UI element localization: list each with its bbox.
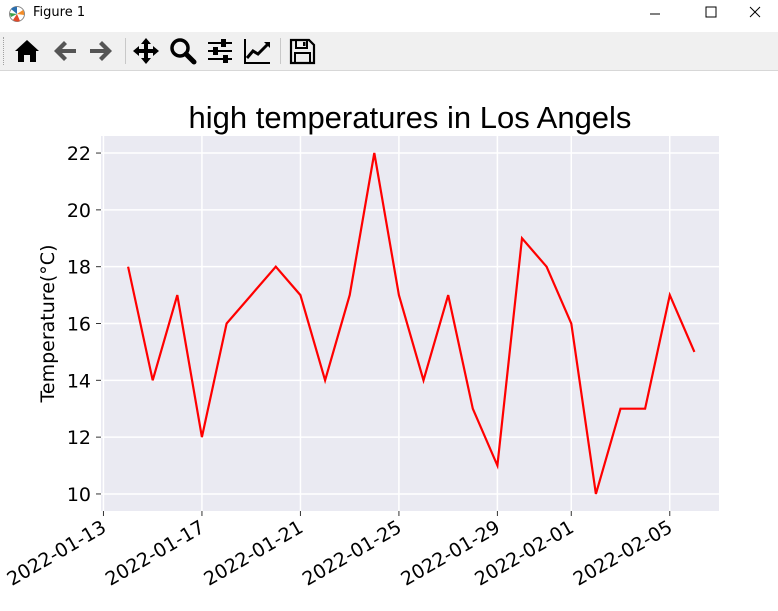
y-tick-label: 12 (67, 427, 91, 449)
close-icon (749, 6, 761, 18)
y-tick-label: 16 (67, 314, 91, 336)
y-axis-label: Temperature(°C) (37, 245, 59, 404)
x-tick-label: 2022-02-05 (570, 516, 677, 590)
chart-title: high temperatures in Los Angels (189, 100, 632, 135)
minimize-icon (650, 13, 660, 15)
x-tick-label: 2022-01-17 (102, 516, 209, 590)
zoom-button[interactable] (168, 36, 198, 66)
pan-button[interactable] (131, 36, 161, 66)
y-tick-label: 18 (67, 257, 91, 279)
save-button[interactable] (287, 36, 317, 66)
toolbar-separator (280, 38, 281, 64)
y-axis-ticks: 10 12 14 16 18 20 22 (67, 143, 101, 506)
y-tick-label: 14 (67, 370, 91, 392)
y-tick-label: 20 (67, 200, 91, 222)
configure-subplots-button[interactable] (205, 36, 235, 66)
x-tick-label: 2022-01-13 (3, 516, 110, 590)
save-disk-icon (289, 38, 316, 65)
series-line (127, 152, 696, 495)
y-tick-label: 22 (67, 143, 91, 165)
forward-button[interactable] (86, 36, 116, 66)
close-button[interactable] (732, 0, 778, 28)
home-icon (15, 40, 39, 62)
matplotlib-app-icon (9, 6, 25, 22)
y-tick-label: 10 (67, 484, 91, 506)
toolbar-separator (125, 38, 126, 64)
home-button[interactable] (12, 36, 42, 66)
minimize-button[interactable] (632, 0, 678, 28)
pan-move-icon (133, 38, 159, 64)
x-tick-label: 2022-01-25 (299, 516, 406, 590)
forward-arrow-icon (90, 41, 112, 61)
back-button[interactable] (50, 36, 80, 66)
x-tick-label: 2022-01-21 (200, 516, 307, 590)
maximize-icon (705, 6, 717, 18)
configure-subplots-icon (208, 39, 232, 63)
x-axis-ticks: 2022-01-132022-01-172022-01-212022-01-25… (3, 511, 676, 591)
navigation-toolbar (0, 32, 778, 71)
edit-axis-button[interactable] (242, 36, 272, 66)
toolbar-grip (3, 37, 7, 65)
window-title: Figure 1 (33, 5, 86, 20)
back-arrow-icon (54, 41, 76, 61)
edit-axis-icon (244, 39, 270, 64)
maximize-button[interactable] (688, 0, 734, 28)
title-bar: Figure 1 (0, 0, 778, 28)
zoom-magnifier-icon (170, 38, 197, 65)
